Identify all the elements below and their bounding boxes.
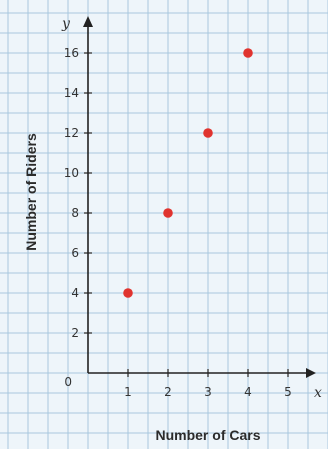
x-tick-label: 2 bbox=[164, 385, 172, 399]
data-point bbox=[203, 128, 213, 138]
x-axis-title: Number of Cars bbox=[155, 427, 260, 443]
data-point bbox=[123, 288, 133, 298]
y-tick-label: 12 bbox=[64, 126, 79, 140]
y-tick-label: 2 bbox=[71, 326, 79, 340]
y-tick-label: 14 bbox=[64, 86, 79, 100]
y-axis-variable: y bbox=[61, 16, 71, 32]
y-axis-arrow bbox=[83, 16, 93, 27]
data-point bbox=[163, 208, 173, 218]
x-axis-arrow bbox=[306, 368, 316, 378]
y-tick-label: 8 bbox=[71, 206, 79, 220]
origin-label: 0 bbox=[64, 375, 72, 389]
x-tick-label: 3 bbox=[204, 385, 212, 399]
y-tick-label: 6 bbox=[71, 246, 79, 260]
x-tick-label: 5 bbox=[284, 385, 292, 399]
y-tick-label: 10 bbox=[64, 166, 79, 180]
y-tick-label: 16 bbox=[64, 46, 79, 60]
y-axis-title: Number of Riders bbox=[23, 133, 39, 251]
axes bbox=[83, 16, 316, 378]
x-tick-label: 1 bbox=[124, 385, 132, 399]
data-point bbox=[243, 48, 253, 58]
x-tick-label: 4 bbox=[244, 385, 252, 399]
x-axis-variable: x bbox=[314, 385, 322, 401]
y-tick-label: 4 bbox=[71, 286, 79, 300]
data-points bbox=[123, 48, 253, 298]
